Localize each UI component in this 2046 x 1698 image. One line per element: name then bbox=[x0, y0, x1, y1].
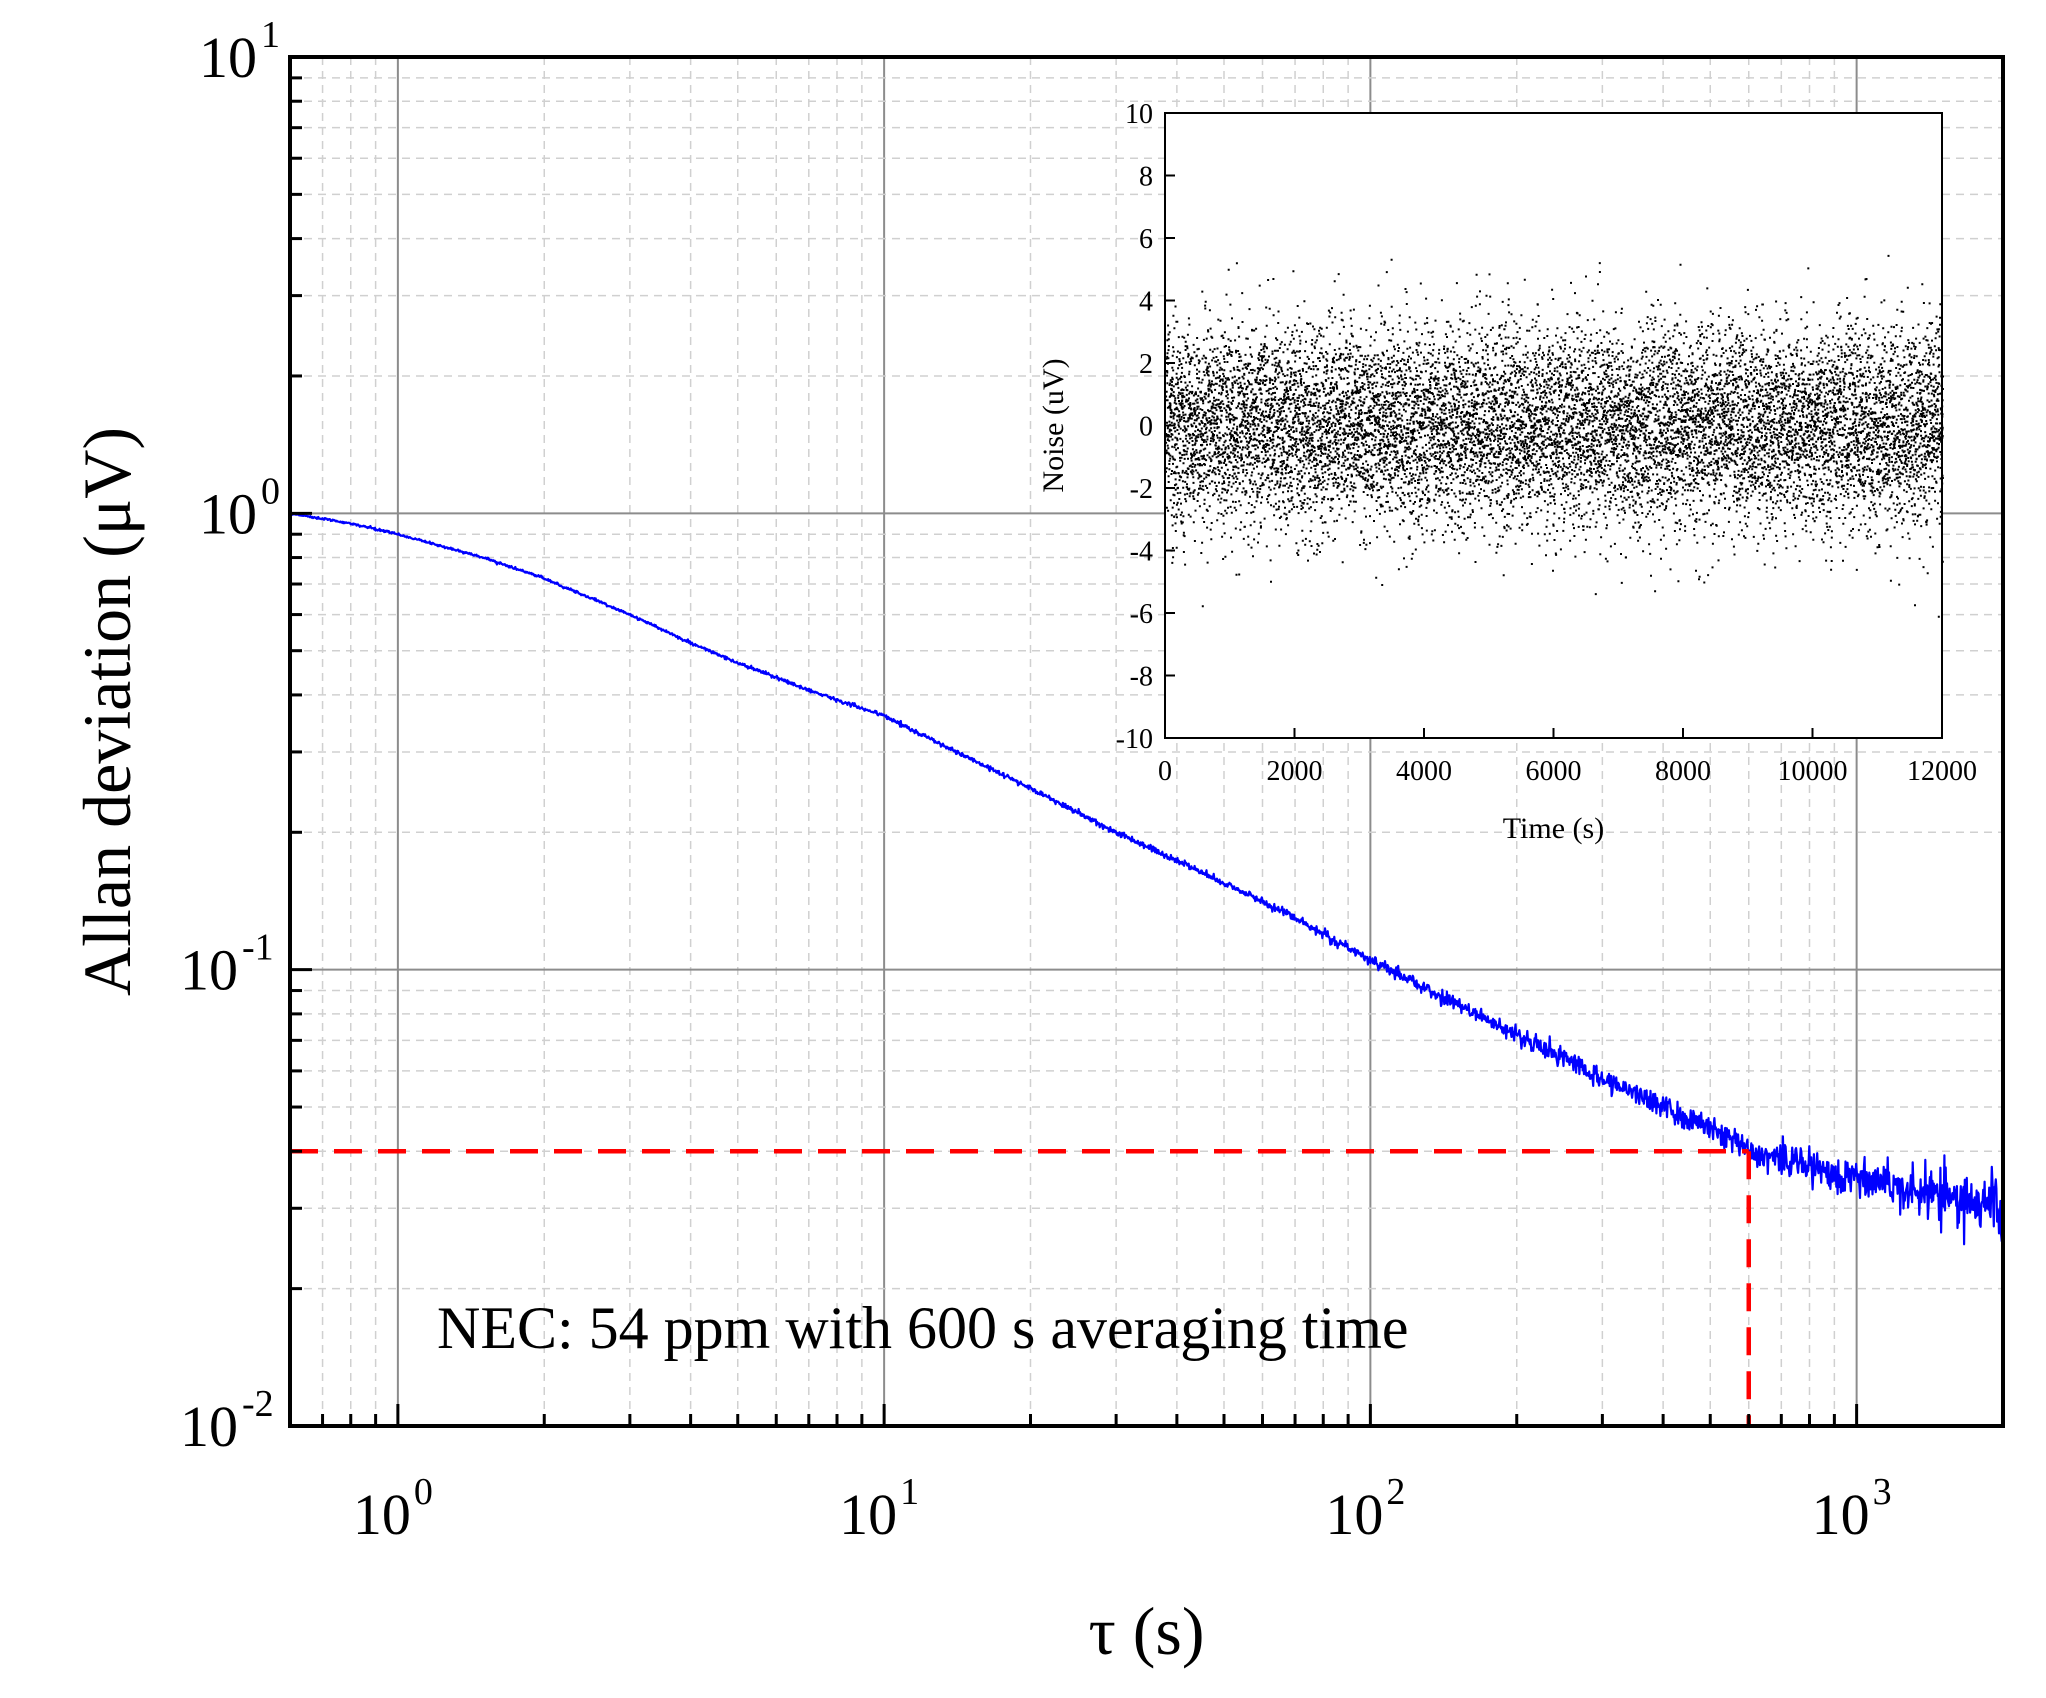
allan-deviation-line bbox=[289, 512, 2005, 1246]
x-tick-exponent: 3 bbox=[1873, 1471, 1892, 1513]
inset-x-tick-label: 2000 bbox=[1267, 756, 1323, 787]
y-tick-exponent: -2 bbox=[242, 1383, 274, 1425]
x-axis-label: τ (s) bbox=[1088, 1593, 1204, 1669]
inset-x-axis-label: Time (s) bbox=[1503, 812, 1604, 845]
inset-y-tick-label: 0 bbox=[1139, 412, 1153, 443]
x-tick-label: 10 bbox=[1325, 1482, 1383, 1547]
inset-ticks bbox=[1164, 112, 1943, 739]
y-tick-exponent: -1 bbox=[242, 927, 274, 969]
x-tick-label: 10 bbox=[353, 1482, 411, 1547]
inset-y-tick-label: -4 bbox=[1130, 537, 1153, 568]
y-tick-label: 10 bbox=[199, 25, 257, 90]
inset-y-tick-label: 6 bbox=[1139, 224, 1153, 255]
nec-marker-lines bbox=[290, 1149, 1752, 1426]
inset-noise-points bbox=[1165, 254, 1944, 618]
main-series-layer bbox=[289, 512, 2005, 1246]
y-tick-label: 10 bbox=[180, 1394, 238, 1459]
inset-y-tick-label: 8 bbox=[1139, 162, 1153, 193]
x-tick-label: 10 bbox=[839, 1482, 897, 1547]
x-tick-label: 10 bbox=[1812, 1482, 1870, 1547]
x-tick-exponent: 1 bbox=[900, 1471, 919, 1513]
y-tick-label: 10 bbox=[180, 938, 238, 1003]
inset-plot-background bbox=[1165, 113, 1942, 738]
main-ticks bbox=[288, 55, 2005, 1428]
inset-noise-scatter bbox=[1165, 254, 1944, 618]
inset-y-tick-label: 4 bbox=[1139, 287, 1153, 318]
inset-tick-labels: 0 2000 4000 6000 8000 10000 12000 -10 -8 -6 -4 -2 0 2… bbox=[1116, 99, 1977, 787]
inset-x-tick-label: 6000 bbox=[1526, 756, 1582, 787]
inset-y-tick-label: -2 bbox=[1130, 474, 1153, 505]
y-tick-exponent: 1 bbox=[261, 14, 280, 56]
inset-x-tick-label: 12000 bbox=[1907, 756, 1977, 787]
inset-y-tick-label: -6 bbox=[1130, 599, 1153, 630]
inset-x-tick-label: 8000 bbox=[1655, 756, 1711, 787]
nec-annotation: NEC: 54 ppm with 600 s averaging time bbox=[437, 1295, 1409, 1361]
main-plot-frame bbox=[288, 55, 2005, 1428]
inset-chart: 0 2000 4000 6000 8000 10000 12000 -10 -8 -6 -4 -2 0 2… bbox=[1037, 99, 1977, 845]
inset-y-tick-label: 2 bbox=[1139, 349, 1153, 380]
y-tick-label: 10 bbox=[199, 481, 257, 546]
inset-y-axis-label: Noise (uV) bbox=[1037, 358, 1070, 492]
inset-y-tick-label: 10 bbox=[1125, 99, 1153, 130]
inset-y-tick-label: -10 bbox=[1116, 724, 1153, 755]
x-tick-exponent: 2 bbox=[1386, 1471, 1405, 1513]
inset-x-tick-label: 0 bbox=[1158, 756, 1172, 787]
inset-x-tick-label: 4000 bbox=[1396, 756, 1452, 787]
y-tick-exponent: 0 bbox=[261, 470, 280, 512]
y-axis-label: Allan deviation (μV) bbox=[69, 427, 145, 996]
inset-y-tick-label: -8 bbox=[1130, 662, 1153, 693]
inset-x-tick-label: 10000 bbox=[1778, 756, 1848, 787]
main-tick-labels: 10 0 10 1 10 2 10 310 -210 -110 010 1 bbox=[180, 14, 1892, 1547]
x-tick-exponent: 0 bbox=[414, 1471, 433, 1513]
